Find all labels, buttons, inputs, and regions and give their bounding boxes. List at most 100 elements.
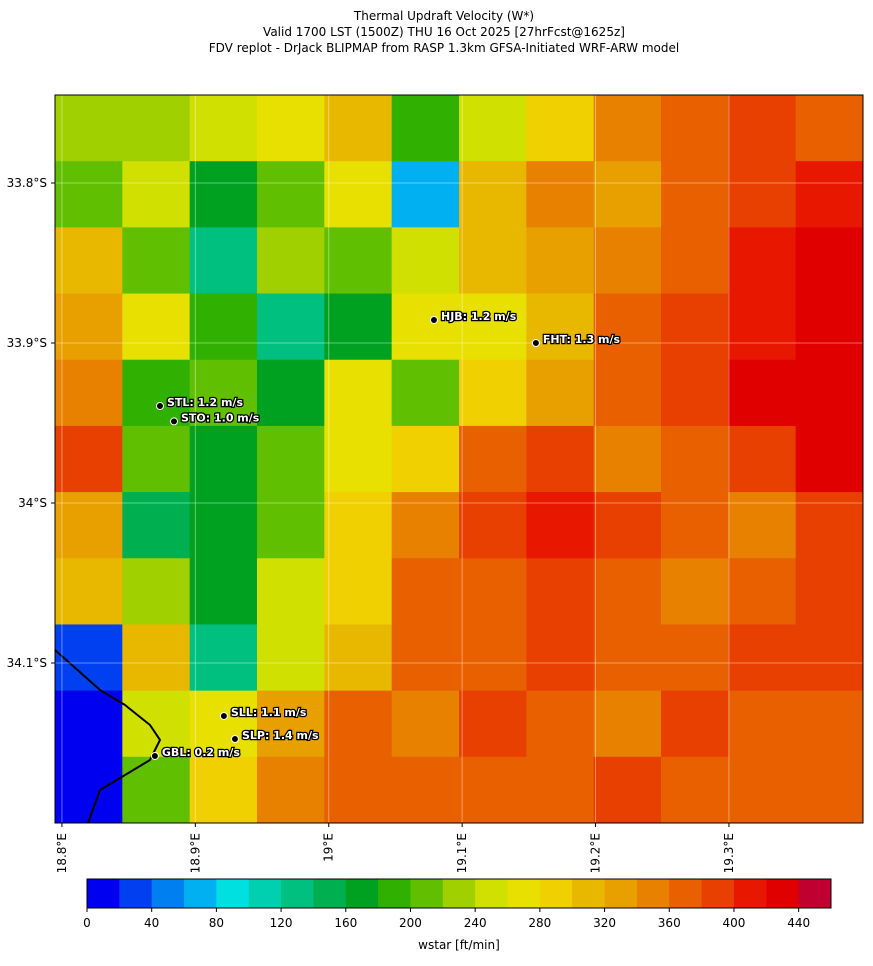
colorbar-swatch [87,879,120,908]
lon-tick-label: 18.8°E [55,833,69,873]
map-frame [54,94,864,824]
grid-cell [257,492,325,559]
grid-cell [526,690,595,758]
grid-cell [728,756,797,824]
grid-cell [526,227,595,295]
grid-cell [728,95,797,162]
grid-cell [189,95,258,162]
overlay: HJB: 1.2 m/s FHT: 1.3 m/s STL: 1.2 m/s STO:… [55,95,863,823]
grid-cell [257,558,325,625]
grid-cell [257,161,325,228]
grid-cell [593,558,662,625]
grid-cell [257,95,325,162]
grid-cell [459,425,527,493]
grid-cell [122,425,191,493]
grid-cell [55,690,123,758]
colorbar-swatch [636,879,670,908]
grid-cell [728,161,797,228]
grid-cell [189,690,258,758]
colorbar-swatch [507,879,541,908]
grid-cell [189,227,258,295]
colorbar-frame [86,878,832,909]
grid-cell [795,690,864,758]
station-marker [230,735,239,743]
grid-cell [795,756,864,824]
colorbar-swatch [151,879,185,908]
title-line: FDV replot - DrJack BLIPMAP from RASP 1.… [209,41,679,55]
grid-cell [593,95,662,162]
title-line: Thermal Updraft Velocity (W*) [353,9,534,23]
title-line: Valid 1700 LST (1500Z) THU 16 Oct 2025 [… [263,25,625,39]
colorbar-swatch [572,879,606,908]
lon-tick-label: 19.2°E [589,833,603,873]
grid-cell [661,227,729,295]
grid-cell [728,227,797,295]
grid-cell [459,227,527,295]
grid-cell [122,359,191,427]
grid-cell [257,425,325,493]
grid-cell [391,293,460,361]
grid-cell [459,756,527,824]
colorbar-swatch [184,879,217,908]
grid-cell [391,756,460,824]
colorbar-tick-label: 440 [787,916,810,930]
station-label: GBL: 0.2 m/s [162,746,240,759]
colorbar-swatch [766,879,800,908]
grid-cell [459,624,527,692]
grid-cell [55,425,123,493]
grid-cell [593,425,662,493]
lon-tick-label: 18.9°E [188,833,202,873]
colorbar-swatch [798,879,832,908]
grid-cell [189,293,258,361]
grid-cell [391,227,460,295]
lat-tick-label: 33.8°S [7,176,47,190]
colorbar-swatch [701,879,735,908]
grid-cell [593,492,662,559]
grid-cell [526,95,595,162]
colorbar-swatch [442,879,476,908]
grid-cell [324,95,393,162]
colorbar-tick-label: 280 [528,916,551,930]
grid-cell [324,690,393,758]
grid-cell [593,756,662,824]
grid-cell [593,690,662,758]
grid-cell [257,293,325,361]
grid-cell [391,95,460,162]
grid-cell [795,293,864,361]
grid-cell [257,690,325,758]
grid-cell [391,161,460,228]
colorbar-label: wstar [ft/min] [418,938,500,952]
grid-cell [189,624,258,692]
grid-cell [728,492,797,559]
colorbar-swatch [248,879,282,908]
grid-cell [391,425,460,493]
colorbar-swatch [604,879,638,908]
grid-cell [324,492,393,559]
grid-cell [189,425,258,493]
station-label: HJB: 1.2 m/s [441,310,517,323]
grid-cell [391,558,460,625]
grid-cell [391,359,460,427]
grid-cell [324,624,393,692]
grid-cell [55,293,123,361]
grid-cell [661,425,729,493]
grid-cell [728,293,797,361]
grid-cell [728,425,797,493]
station-marker [219,711,228,720]
station-marker [169,417,178,426]
grid-cell [122,95,191,162]
grid-cell [661,359,729,427]
lat-tick-label: 34.1°S [7,656,47,670]
grid-cell [593,293,662,361]
grid-cell [324,558,393,625]
colorbar-swatch [345,879,379,908]
grid-cell [324,359,393,427]
station-marker [429,315,438,324]
grid-cell [661,624,729,692]
colorbar-tick-label: 200 [399,916,422,930]
grid-cell [122,227,191,295]
grid-cell [661,690,729,758]
grid-cell [55,756,123,824]
grid-cell [122,161,191,228]
grid-cell [593,624,662,692]
